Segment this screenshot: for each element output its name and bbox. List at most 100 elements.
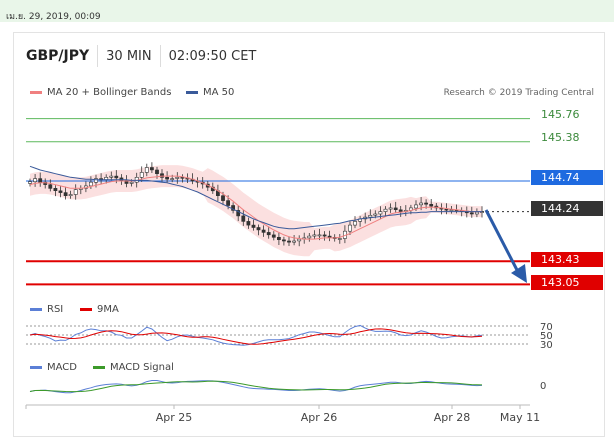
candle-body	[378, 211, 383, 215]
candle-body	[144, 167, 149, 173]
candle-body	[246, 221, 251, 226]
candle-body	[48, 184, 53, 189]
legend-ma50-label: MA 50	[203, 87, 235, 98]
rsi-panel: 70 50 30	[26, 322, 553, 351]
candle-body	[160, 173, 164, 178]
legend-macd-label: MACD	[47, 362, 77, 373]
candle-body	[327, 235, 332, 238]
candle-body	[312, 234, 317, 237]
candle-body	[393, 207, 398, 210]
timeframe-label: 30 MIN	[106, 48, 152, 64]
signal-swatch	[93, 366, 105, 369]
candle-body	[180, 177, 185, 179]
candle-body	[221, 195, 225, 201]
candle-body	[38, 178, 43, 183]
level-label-143-05: 143.05	[541, 276, 580, 289]
candle-body	[474, 211, 479, 215]
rsi-tick-70: 70	[540, 322, 553, 333]
legend-signal-label: MACD Signal	[110, 362, 174, 373]
legend-9ma-label: 9MA	[97, 304, 119, 315]
candle-body	[297, 238, 302, 242]
badge-bg-143-43	[531, 252, 603, 267]
candle-body	[287, 240, 291, 243]
candle-body	[236, 210, 241, 217]
x-tick-apr26: Apr 26	[301, 411, 338, 424]
header-divider	[97, 45, 99, 67]
candle-body	[429, 204, 434, 207]
candle-body	[150, 167, 154, 171]
candle-body	[449, 209, 454, 212]
candle-body	[94, 178, 98, 183]
candle-body	[276, 237, 281, 241]
timestamp-text: เม.ย. 29, 2019, 00:09	[6, 12, 101, 22]
price-badge-145-38: 145.38	[541, 131, 580, 144]
chart-header: GBP/JPY 30 MIN 02:09:50 CET	[26, 45, 257, 67]
candle-body	[469, 212, 474, 215]
candle-body	[348, 224, 352, 232]
candle-body	[251, 224, 256, 228]
candle-body	[89, 181, 93, 187]
candle-body	[33, 178, 38, 183]
candle-body	[266, 232, 271, 236]
macd-panel: 0	[29, 380, 546, 394]
candle-body	[388, 207, 393, 210]
candle-body	[398, 209, 403, 212]
rsi-tick-30: 30	[540, 340, 553, 351]
forecast-arrow	[484, 209, 527, 283]
candle-body	[139, 172, 144, 178]
candle-body	[317, 234, 322, 237]
candle-body	[124, 180, 129, 184]
price-badge-144-74: 144.74	[531, 170, 603, 185]
level-label-144-74: 144.74	[541, 171, 580, 184]
candle-body	[337, 238, 342, 240]
candle-body	[28, 181, 32, 184]
legend-ma20: MA 20 + Bollinger Bands	[30, 87, 171, 98]
candle-body	[373, 213, 378, 216]
bollinger-band-area	[30, 165, 482, 257]
bollinger-bands	[30, 165, 482, 257]
candle-body	[256, 227, 261, 231]
candle-body	[322, 234, 327, 237]
candle-body	[261, 229, 266, 233]
price-levels	[26, 118, 530, 286]
level-label-145-76: 145.76	[541, 108, 580, 121]
rsi-swatch	[30, 308, 42, 311]
macd-signal-line	[29, 380, 483, 393]
legend-rsi-label: RSI	[47, 304, 64, 315]
candle-body	[368, 215, 373, 218]
ma20-line	[29, 175, 482, 240]
research-credit: Research © 2019 Trading Central	[443, 88, 594, 98]
arrow-head	[511, 264, 527, 283]
chart-time: 02:09:50 CET	[168, 48, 257, 64]
candle-body	[63, 192, 68, 197]
candle-body	[353, 221, 357, 226]
badge-bg-144-24	[531, 201, 603, 216]
candle-body	[109, 175, 114, 178]
timestamp-bar: เม.ย. 29, 2019, 00:09	[0, 0, 614, 22]
x-axis: Apr 25 Apr 26 Apr 28 May 11	[25, 404, 540, 424]
arrow-shaft	[484, 209, 519, 271]
candle-body	[68, 194, 73, 197]
macd-swatch	[30, 366, 42, 369]
candle-body	[444, 208, 449, 211]
badge-bg-143-05	[531, 275, 603, 290]
candle-body	[292, 240, 297, 243]
candle-body	[165, 177, 170, 180]
x-tick-apr28: Apr 28	[434, 411, 471, 424]
level-label-144-24: 144.24	[541, 202, 580, 215]
currency-pair: GBP/JPY	[26, 48, 90, 64]
ma20-swatch	[30, 91, 42, 94]
ma50-line	[29, 165, 482, 230]
candle-body	[170, 178, 175, 180]
candle-body	[58, 190, 63, 193]
legend-rsi: RSI	[30, 304, 63, 315]
candle-body	[419, 202, 424, 206]
candle-body	[226, 200, 231, 206]
badge-bg-144-74	[531, 170, 603, 185]
candle-body	[414, 204, 418, 209]
header-divider	[159, 45, 161, 67]
rsi-tick-50: 50	[540, 331, 553, 342]
candle-body	[175, 177, 180, 179]
legend-macd-signal: MACD Signal	[93, 362, 174, 373]
